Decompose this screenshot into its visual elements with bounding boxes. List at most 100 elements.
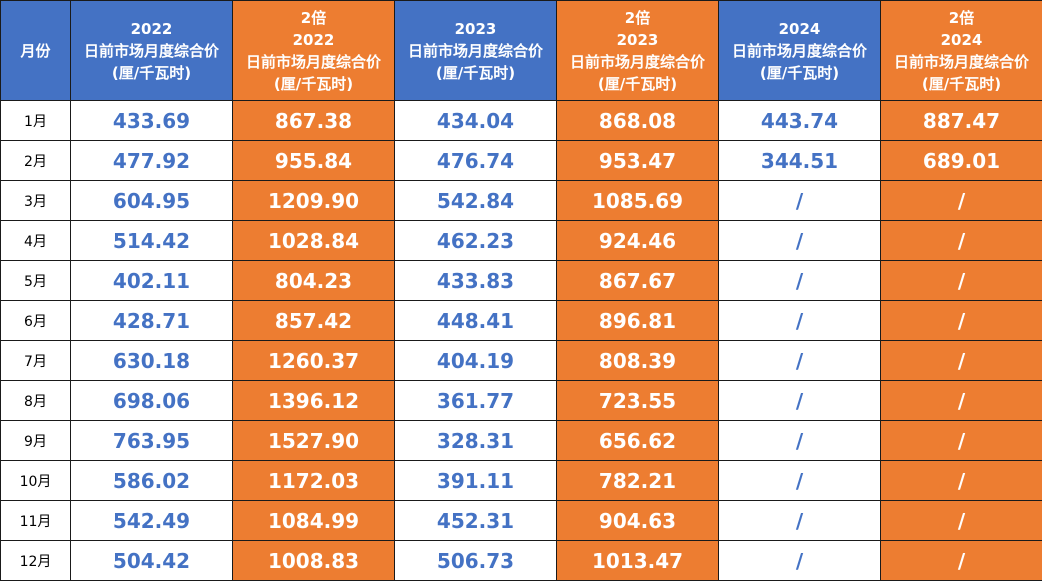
header-2024: 2024 日前市场月度综合价 (厘/千瓦时)	[718, 0, 881, 101]
table-row: 11月 542.49 1084.99 452.31 904.63 / /	[0, 500, 1042, 541]
month-cell: 12月	[0, 540, 71, 581]
price-2024-cell: /	[718, 380, 881, 421]
header-year: 2024	[778, 19, 821, 38]
price-2023-cell: 328.31	[394, 420, 557, 461]
price-2023-cell: 404.19	[394, 340, 557, 381]
header-unit: (厘/千瓦时)	[273, 74, 354, 93]
price-2024-cell: /	[718, 420, 881, 461]
header-month: 月份	[0, 0, 71, 101]
price-2023-cell: 506.73	[394, 540, 557, 581]
header-multiplier: 2倍	[300, 8, 327, 27]
double-price-2023-cell: 1085.69	[556, 180, 719, 221]
price-2022-cell: 763.95	[70, 420, 233, 461]
price-2023-cell: 476.74	[394, 140, 557, 181]
table-row: 1月 433.69 867.38 434.04 868.08 443.74 88…	[0, 100, 1042, 141]
month-cell: 8月	[0, 380, 71, 421]
double-price-2024-cell: /	[880, 380, 1042, 421]
header-multiplier: 2倍	[624, 8, 651, 27]
table-row: 3月 604.95 1209.90 542.84 1085.69 / /	[0, 180, 1042, 221]
double-price-2022-cell: 1527.90	[232, 420, 395, 461]
header-year: 2023	[454, 19, 497, 38]
double-price-2022-cell: 1396.12	[232, 380, 395, 421]
price-2023-cell: 434.04	[394, 100, 557, 141]
price-2024-cell: /	[718, 500, 881, 541]
header-title: 日前市场月度综合价	[245, 52, 381, 71]
header-year: 2022	[292, 30, 335, 49]
header-unit: (厘/千瓦时)	[759, 63, 840, 82]
month-cell: 10月	[0, 460, 71, 501]
double-price-2022-cell: 857.42	[232, 300, 395, 341]
header-unit: (厘/千瓦时)	[435, 63, 516, 82]
header-2024-double: 2倍 2024 日前市场月度综合价 (厘/千瓦时)	[880, 0, 1042, 101]
price-2023-cell: 361.77	[394, 380, 557, 421]
double-price-2024-cell: 887.47	[880, 100, 1042, 141]
double-price-2024-cell: /	[880, 220, 1042, 261]
month-cell: 1月	[0, 100, 71, 141]
double-price-2024-cell: /	[880, 460, 1042, 501]
double-price-2023-cell: 904.63	[556, 500, 719, 541]
header-multiplier: 2倍	[948, 8, 975, 27]
header-unit: (厘/千瓦时)	[111, 63, 192, 82]
double-price-2022-cell: 867.38	[232, 100, 395, 141]
header-row: 月份 2022 日前市场月度综合价 (厘/千瓦时) 2倍 2022 日前市场月度…	[0, 0, 1042, 101]
double-price-2024-cell: /	[880, 260, 1042, 301]
price-2024-cell: /	[718, 300, 881, 341]
header-2022: 2022 日前市场月度综合价 (厘/千瓦时)	[70, 0, 233, 101]
price-2022-cell: 428.71	[70, 300, 233, 341]
double-price-2023-cell: 953.47	[556, 140, 719, 181]
double-price-2023-cell: 867.67	[556, 260, 719, 301]
double-price-2022-cell: 1260.37	[232, 340, 395, 381]
header-title: 日前市场月度综合价	[83, 41, 219, 60]
table-row: 10月 586.02 1172.03 391.11 782.21 / /	[0, 460, 1042, 501]
header-title: 日前市场月度综合价	[407, 41, 543, 60]
header-year: 2024	[940, 30, 983, 49]
price-2024-cell: /	[718, 180, 881, 221]
table-row: 12月 504.42 1008.83 506.73 1013.47 / /	[0, 540, 1042, 581]
double-price-2023-cell: 782.21	[556, 460, 719, 501]
double-price-2024-cell: /	[880, 540, 1042, 581]
price-2023-cell: 391.11	[394, 460, 557, 501]
price-2022-cell: 514.42	[70, 220, 233, 261]
price-2023-cell: 433.83	[394, 260, 557, 301]
double-price-2022-cell: 1084.99	[232, 500, 395, 541]
month-cell: 2月	[0, 140, 71, 181]
price-2022-cell: 630.18	[70, 340, 233, 381]
header-year: 2023	[616, 30, 659, 49]
double-price-2023-cell: 896.81	[556, 300, 719, 341]
double-price-2023-cell: 868.08	[556, 100, 719, 141]
table-row: 7月 630.18 1260.37 404.19 808.39 / /	[0, 340, 1042, 381]
double-price-2024-cell: /	[880, 300, 1042, 341]
price-2024-cell: 443.74	[718, 100, 881, 141]
table-row: 4月 514.42 1028.84 462.23 924.46 / /	[0, 220, 1042, 261]
price-2023-cell: 462.23	[394, 220, 557, 261]
price-2022-cell: 433.69	[70, 100, 233, 141]
table-row: 6月 428.71 857.42 448.41 896.81 / /	[0, 300, 1042, 341]
double-price-2022-cell: 1209.90	[232, 180, 395, 221]
price-2023-cell: 452.31	[394, 500, 557, 541]
header-title: 日前市场月度综合价	[731, 41, 867, 60]
price-2023-cell: 448.41	[394, 300, 557, 341]
double-price-2023-cell: 808.39	[556, 340, 719, 381]
month-cell: 7月	[0, 340, 71, 381]
price-2024-cell: /	[718, 260, 881, 301]
price-2022-cell: 698.06	[70, 380, 233, 421]
header-unit: (厘/千瓦时)	[921, 74, 1002, 93]
month-cell: 9月	[0, 420, 71, 461]
header-title: 日前市场月度综合价	[569, 52, 705, 71]
double-price-2024-cell: /	[880, 500, 1042, 541]
price-2022-cell: 477.92	[70, 140, 233, 181]
double-price-2023-cell: 723.55	[556, 380, 719, 421]
double-price-2023-cell: 656.62	[556, 420, 719, 461]
price-2022-cell: 586.02	[70, 460, 233, 501]
double-price-2022-cell: 804.23	[232, 260, 395, 301]
double-price-2024-cell: /	[880, 420, 1042, 461]
table-row: 9月 763.95 1527.90 328.31 656.62 / /	[0, 420, 1042, 461]
double-price-2022-cell: 955.84	[232, 140, 395, 181]
price-2024-cell: 344.51	[718, 140, 881, 181]
month-cell: 4月	[0, 220, 71, 261]
double-price-2023-cell: 924.46	[556, 220, 719, 261]
month-cell: 11月	[0, 500, 71, 541]
table-row: 2月 477.92 955.84 476.74 953.47 344.51 68…	[0, 140, 1042, 181]
double-price-2023-cell: 1013.47	[556, 540, 719, 581]
